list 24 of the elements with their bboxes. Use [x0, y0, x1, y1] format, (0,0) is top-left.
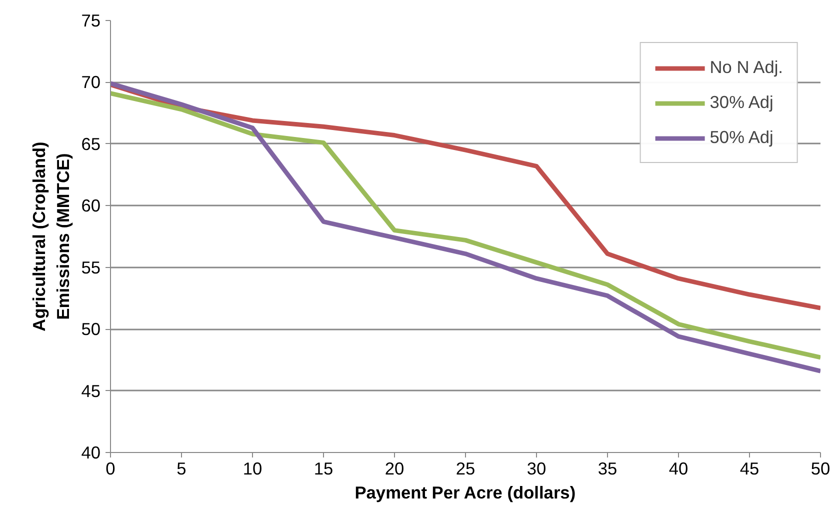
y-tick-label: 60	[81, 196, 101, 216]
x-tick-label: 25	[456, 458, 476, 478]
y-tick-label: 50	[81, 319, 101, 340]
legend-label: No N Adj.	[710, 57, 783, 78]
x-tick-label: 45	[740, 458, 760, 478]
legend-label: 50% Adj	[710, 127, 774, 148]
x-tick-label: 30	[526, 458, 546, 478]
y-tick-label: 40	[81, 442, 101, 462]
y-tick-label: 65	[81, 134, 101, 154]
x-axis-title: Payment Per Acre (dollars)	[354, 482, 576, 502]
x-tick-label: 35	[598, 458, 618, 478]
legend-label: 30% Adj	[710, 92, 774, 113]
x-tick-label: 10	[242, 458, 262, 478]
y-axis-title: Agricultural (Cropland) Emissions (MMTCE)	[29, 142, 74, 332]
x-tick-label: 20	[384, 458, 404, 478]
x-tick-label: 5	[176, 458, 186, 478]
x-tick-label: 50	[810, 458, 830, 478]
y-tick-label: 45	[81, 380, 101, 401]
y-tick-label: 55	[81, 257, 101, 278]
y-tick-label: 70	[81, 72, 101, 92]
x-tick-label: 0	[106, 458, 116, 478]
x-tick-label: 40	[668, 458, 688, 478]
y-tick-label: 75	[81, 10, 101, 30]
x-tick-label: 15	[314, 458, 334, 478]
